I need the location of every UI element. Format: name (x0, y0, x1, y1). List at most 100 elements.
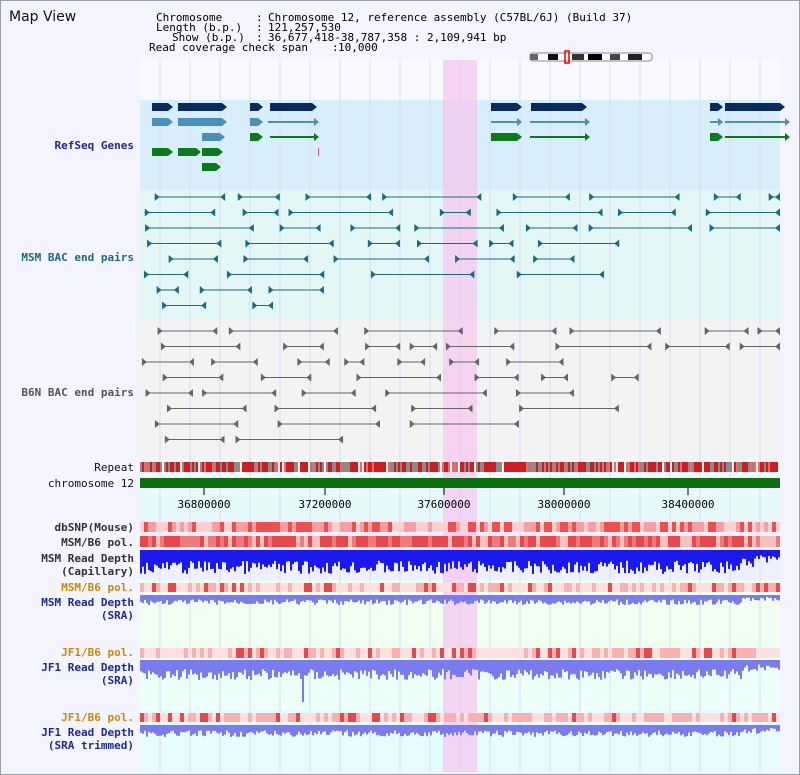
depth-bar (544, 595, 546, 603)
b6n-bac-track[interactable] (141, 327, 780, 444)
depth-bar (150, 725, 152, 734)
refseq-gene[interactable] (270, 103, 312, 111)
depth-bar (208, 550, 210, 563)
heatmap-cell (660, 583, 664, 592)
refseq-gene[interactable] (531, 103, 582, 111)
repeat-segment (384, 462, 386, 472)
heatmap-cell (776, 648, 780, 658)
depth-bar (540, 725, 542, 734)
refseq-gene[interactable] (491, 121, 517, 123)
depth-bar (242, 550, 244, 562)
depth-bar (712, 550, 714, 572)
repeat-segment (644, 462, 646, 472)
depth-bar (640, 550, 642, 563)
repeat-segment (696, 462, 698, 472)
depth-bar (202, 725, 204, 736)
repeat-segment (338, 462, 340, 472)
chromosome-ideogram[interactable] (529, 50, 653, 64)
refseq-gene[interactable] (710, 121, 718, 123)
depth-bar (456, 660, 458, 677)
repeat-segment (540, 462, 542, 472)
refseq-gene[interactable] (202, 148, 218, 156)
heatmap-cell (600, 522, 604, 532)
heatmap-cell (684, 648, 688, 658)
refseq-gene[interactable] (270, 136, 314, 138)
depth-bar (266, 550, 268, 568)
heatmap-cell (368, 522, 372, 532)
refseq-gene[interactable] (202, 133, 220, 141)
refseq-gene[interactable] (152, 148, 168, 156)
refseq-gene[interactable] (318, 148, 319, 156)
bac-end-marker (324, 358, 330, 366)
depth-bar (242, 725, 244, 737)
refseq-gene[interactable] (530, 136, 585, 138)
refseq-gene[interactable] (491, 133, 517, 141)
repeat-segment (596, 462, 598, 472)
depth-bar (468, 595, 470, 605)
depth-bar (748, 725, 750, 732)
repeat-segment (728, 462, 730, 472)
repeat-segment (690, 462, 692, 472)
bac-end-marker (248, 224, 254, 232)
depth-bar (492, 550, 494, 566)
depth-bar (684, 595, 686, 600)
refseq-gene[interactable] (178, 118, 222, 126)
depth-bar (170, 660, 172, 678)
depth-bar (698, 725, 700, 733)
refseq-gene[interactable] (250, 133, 258, 141)
bac-end-marker (144, 208, 150, 217)
depth-bar (756, 550, 758, 557)
msm-bac-track[interactable] (143, 193, 780, 310)
refseq-gene[interactable] (725, 103, 780, 111)
refseq-gene[interactable] (725, 121, 785, 123)
heatmap-cell (520, 583, 524, 592)
heatmap-cell (248, 713, 252, 722)
depth-bar (302, 595, 304, 601)
refseq-gene[interactable] (152, 103, 168, 111)
depth-bar (576, 660, 578, 679)
depth-bar (430, 550, 432, 566)
refseq-gene[interactable] (268, 121, 314, 123)
refseq-gene[interactable] (202, 163, 216, 171)
refseq-gene[interactable] (710, 103, 718, 111)
repeat-segment (600, 462, 602, 472)
refseq-gene[interactable] (710, 133, 718, 141)
depth-bar (592, 660, 594, 673)
depth-bar (642, 660, 644, 680)
depth-bar (334, 725, 336, 732)
depth-bar (340, 660, 342, 670)
refseq-gene[interactable] (530, 121, 585, 123)
depth-bar (566, 595, 568, 603)
refseq-gene[interactable] (491, 103, 517, 111)
depth-bar (142, 660, 144, 673)
heatmap-cell (740, 522, 744, 532)
refseq-gene[interactable] (250, 118, 258, 126)
heatmap-cell (580, 713, 584, 722)
refseq-gene[interactable] (725, 136, 785, 138)
heatmap-cell (320, 522, 324, 532)
refseq-genes-track[interactable] (152, 103, 790, 171)
depth-bar (578, 725, 580, 732)
bac-end-marker (241, 404, 247, 413)
depth-bar (550, 660, 552, 676)
heatmap-cell (200, 713, 204, 722)
heatmap-cell (732, 713, 736, 722)
refseq-gene[interactable] (152, 118, 168, 126)
depth-bar (776, 725, 778, 732)
refseq-gene[interactable] (178, 148, 196, 156)
depth-bar (254, 725, 256, 735)
refseq-gene[interactable] (178, 103, 222, 111)
heatmap-cell (512, 713, 516, 722)
depth-bar (440, 550, 442, 573)
depth-bar (264, 550, 266, 567)
depth-bar (354, 595, 356, 603)
depth-bar (742, 595, 744, 598)
heatmap-cell (548, 536, 552, 547)
depth-bar (458, 725, 460, 732)
depth-bar (434, 725, 436, 732)
depth-bar (150, 660, 152, 675)
refseq-gene[interactable] (250, 103, 258, 111)
strand-arrow (718, 118, 723, 126)
heatmap-cell (400, 522, 404, 532)
